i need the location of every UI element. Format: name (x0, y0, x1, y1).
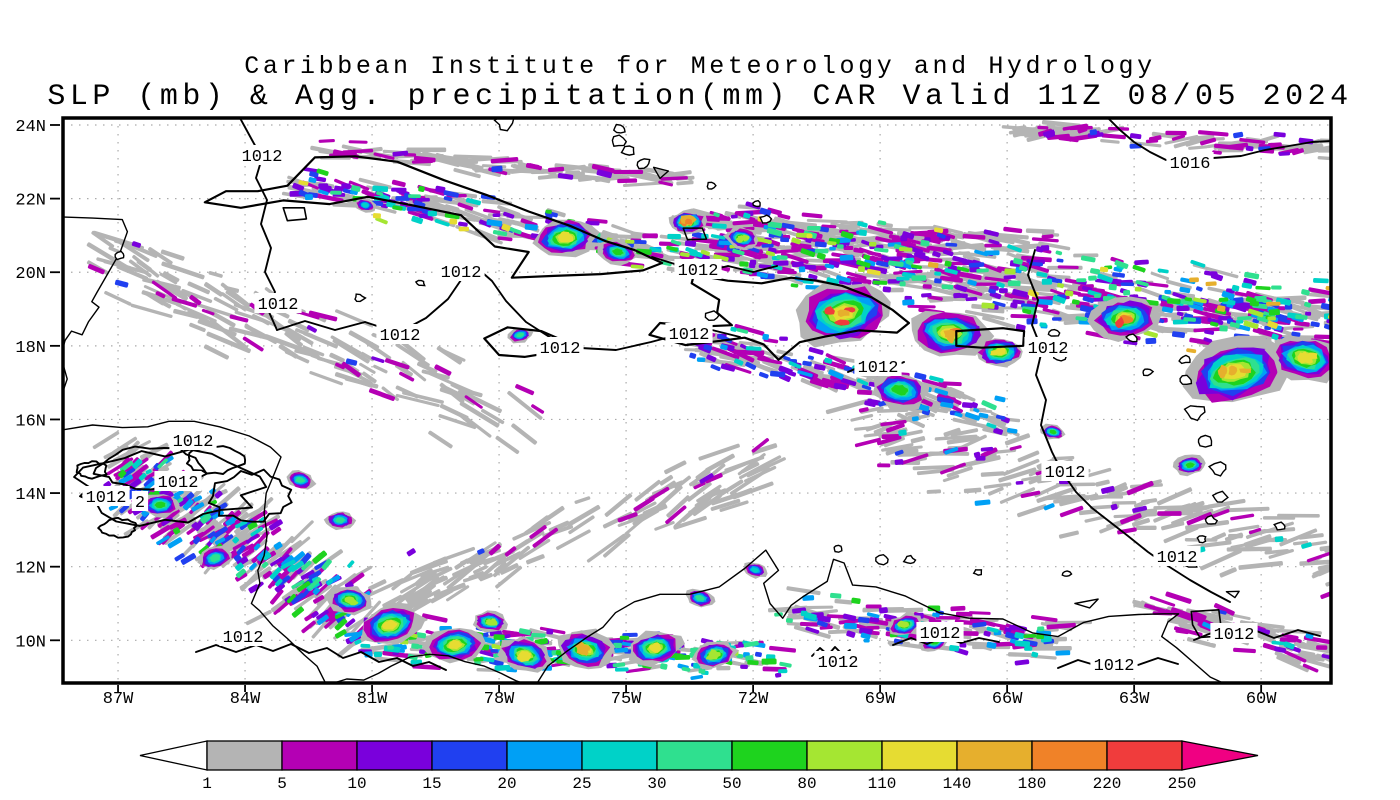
y-tick-label: 12N (15, 560, 46, 579)
colorbar-cell (1106, 740, 1183, 771)
y-tick-label: 16N (15, 412, 46, 431)
pressure-label: 1012 (86, 489, 127, 508)
colorbar-tick-label: 180 (1018, 775, 1047, 793)
colorbar-tick-label: 20 (497, 775, 516, 793)
colorbar-left-arrow (139, 740, 208, 771)
pressure-label: 1012 (380, 327, 421, 346)
x-tick-label: 78W (484, 690, 515, 709)
isobar-layer (73, 119, 1330, 671)
pressure-label: 1012 (441, 264, 482, 283)
y-tick-label: 14N (15, 486, 46, 505)
colorbar-tick-label: 10 (347, 775, 366, 793)
y-tick-label: 22N (15, 192, 46, 211)
x-tick-label: 69W (865, 690, 896, 709)
colorbar-tick-label: 80 (797, 775, 816, 793)
colorbar-cell (806, 740, 883, 771)
pressure-label: 1012 (1094, 657, 1135, 676)
colorbar-cell (581, 740, 658, 771)
pressure-label: 1012 (858, 359, 899, 378)
pressure-label: 1012 (1028, 340, 1069, 359)
colorbar-right-arrow (1181, 740, 1259, 771)
y-tick-label: 20N (15, 265, 46, 284)
chart-title-line2: SLP (mb) & Agg. precipitation(mm) CAR Va… (47, 80, 1353, 114)
x-tick-label: 63W (1119, 690, 1150, 709)
pressure-label: 1016 (1170, 155, 1211, 174)
colorbar-cell (731, 740, 808, 771)
coastline-layer (64, 119, 1286, 682)
pressure-label-layer: 1012 1016 1012 1012 1012 1012 1012 1012 1012 1012… (82, 145, 1258, 676)
colorbar-cell (206, 740, 283, 771)
pressure-label: 1012 (678, 262, 719, 281)
pressure-label: 1012 (242, 148, 283, 167)
colorbar-tick-label: 50 (722, 775, 741, 793)
colorbar-tick-label: 1 (202, 775, 212, 793)
pressure-label: 1012 (258, 296, 299, 315)
x-tick-label: 60W (1246, 690, 1277, 709)
pressure-label: 1012 (920, 625, 961, 644)
pressure-label: 1012 (1157, 549, 1198, 568)
pressure-label: 1012 (173, 433, 214, 452)
x-tick-label: 84W (230, 690, 261, 709)
colorbar-cell (431, 740, 508, 771)
pressure-label: 1012 (669, 326, 710, 345)
pressure-label: 1012 (1214, 626, 1255, 645)
pressure-label: 1012 (540, 340, 581, 359)
colorbar-tick-label: 15 (422, 775, 441, 793)
x-tick-label: 87W (103, 690, 134, 709)
pressure-label: 1012 (818, 654, 859, 673)
colorbar-tick-label: 30 (647, 775, 666, 793)
x-tick-label: 75W (611, 690, 642, 709)
pressure-label: 2 (135, 494, 145, 513)
chart-title-line1: Caribbean Institute for Meteorology and … (244, 52, 1156, 81)
y-tick-label: 10N (15, 633, 46, 652)
colorbar-tick-label: 110 (868, 775, 897, 793)
colorbar-cell (356, 740, 433, 771)
colorbar-tick-label: 25 (572, 775, 591, 793)
colorbar-tick-label: 220 (1093, 775, 1122, 793)
pressure-label: 1012 (223, 629, 264, 648)
colorbar-tick-label: 140 (943, 775, 972, 793)
colorbar: 1 5 10 15 20 25 30 50 80 110 140 180 220 250 (139, 740, 1259, 793)
pressure-label: 1012 (1045, 464, 1086, 483)
precipitation-layer (86, 119, 1330, 680)
colorbar-cell (956, 740, 1033, 771)
colorbar-cell (281, 740, 358, 771)
colorbar-tick-label: 250 (1168, 775, 1197, 793)
colorbar-cell (1031, 740, 1108, 771)
colorbar-cell (881, 740, 958, 771)
x-tick-label: 72W (738, 690, 769, 709)
pressure-label: 1012 (158, 474, 199, 493)
axis-layer: 87W 84W 81W 78W 75W 72W 69W 66W 63W 60W 24N 22N 20N 1… (15, 118, 1277, 709)
y-tick-label: 24N (15, 118, 46, 137)
x-tick-label: 81W (357, 690, 388, 709)
map-frame (61, 116, 1333, 685)
colorbar-cell (506, 740, 583, 771)
x-tick-label: 66W (992, 690, 1023, 709)
colorbar-cell (656, 740, 733, 771)
colorbar-tick-label: 5 (277, 775, 287, 793)
y-tick-label: 18N (15, 339, 46, 358)
